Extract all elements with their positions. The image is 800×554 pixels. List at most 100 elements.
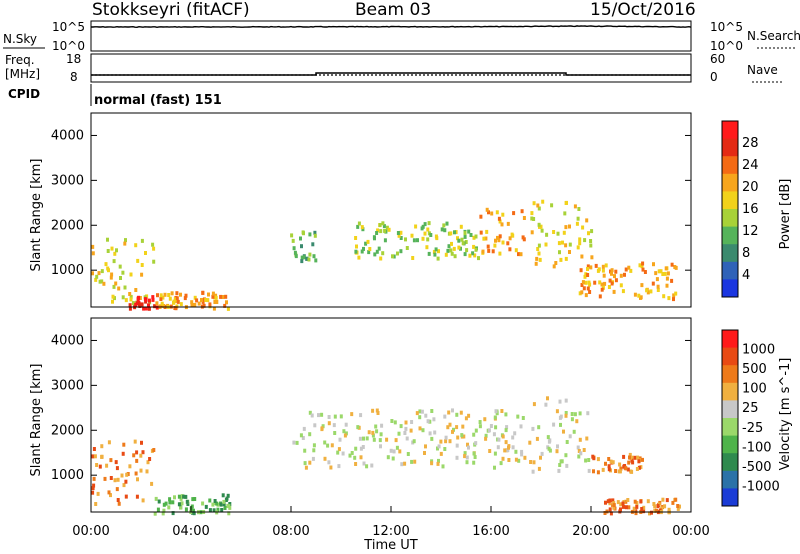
- heatmap-cell: [396, 231, 400, 235]
- heatmap-cell: [436, 461, 440, 466]
- heatmap-cell: [367, 430, 371, 435]
- heatmap-cell: [220, 508, 224, 512]
- heatmap-cell: [461, 241, 465, 246]
- heatmap-cell: [653, 508, 657, 513]
- heatmap-cell: [129, 294, 133, 299]
- y-tick-label: 1000: [51, 263, 84, 278]
- heatmap-cell: [379, 256, 383, 261]
- heatmap-cell: [295, 440, 299, 445]
- heatmap-cell: [299, 433, 303, 438]
- heatmap-cell: [437, 444, 441, 449]
- heatmap-cell: [428, 419, 432, 424]
- heatmap-cell: [447, 410, 451, 415]
- heatmap-cell: [193, 302, 197, 307]
- heatmap-cell: [386, 455, 390, 460]
- heatmap-cell: [544, 402, 548, 407]
- heatmap-cell: [667, 507, 671, 512]
- heatmap-cell: [611, 460, 615, 465]
- heatmap-cell: [652, 262, 655, 267]
- heatmap-cell: [536, 203, 540, 208]
- heatmap-cell: [627, 505, 631, 510]
- heatmap-cell: [638, 263, 642, 268]
- colorbar-swatch: [722, 226, 738, 245]
- heatmap-cell: [612, 289, 616, 294]
- heatmap-cell: [100, 279, 104, 284]
- heatmap-cell: [206, 298, 210, 303]
- heatmap-cell: [441, 464, 445, 469]
- heatmap-cell: [427, 221, 431, 226]
- heatmap-cell: [337, 464, 341, 469]
- heatmap-cell: [584, 458, 588, 463]
- heatmap-cell: [537, 251, 541, 256]
- heatmap-cell: [222, 499, 226, 504]
- heatmap-cell: [326, 443, 330, 448]
- heatmap-cell: [641, 267, 645, 272]
- heatmap-cell: [348, 453, 352, 458]
- heatmap-cell: [321, 424, 325, 429]
- heatmap-cell: [327, 415, 331, 419]
- heatmap-cell: [410, 233, 414, 238]
- heatmap-cell: [635, 467, 639, 471]
- heatmap-cell: [131, 301, 135, 306]
- heatmap-cell: [413, 459, 417, 464]
- heatmap-cell: [440, 227, 444, 232]
- heatmap-cell: [173, 495, 176, 500]
- colorbar-swatch: [722, 453, 738, 472]
- heatmap-cell: [564, 201, 568, 205]
- heatmap-cell: [546, 435, 550, 440]
- heatmap-cell: [564, 256, 568, 261]
- heatmap-cell: [577, 454, 581, 459]
- colorbar-tick-label: 8: [742, 246, 750, 261]
- heatmap-cell: [604, 263, 608, 268]
- heatmap-cell: [676, 504, 680, 508]
- heatmap-cell: [310, 413, 314, 418]
- heatmap-cell: [155, 305, 159, 310]
- heatmap-cell: [92, 476, 96, 481]
- heatmap-cell: [91, 454, 95, 459]
- heatmap-cell: [672, 297, 675, 302]
- heatmap-cell: [452, 427, 455, 432]
- heatmap-cell: [498, 251, 502, 256]
- heatmap-cell: [223, 303, 227, 308]
- heatmap-cell: [399, 424, 403, 429]
- heatmap-cell: [484, 236, 488, 241]
- heatmap-cell: [443, 447, 447, 451]
- noise-tick-bottom-right: 10^0: [710, 39, 743, 53]
- heatmap-cell: [184, 507, 188, 512]
- heatmap-cell: [208, 302, 212, 307]
- heatmap-cell: [493, 451, 497, 456]
- heatmap-cell: [341, 451, 345, 456]
- heatmap-cell: [545, 232, 549, 237]
- heatmap-cell: [564, 413, 568, 418]
- heatmap-cell: [299, 236, 302, 241]
- heatmap-cell: [329, 465, 333, 470]
- heatmap-cell: [148, 457, 152, 461]
- heatmap-cell: [479, 214, 483, 219]
- heatmap-cell: [558, 463, 562, 467]
- heatmap-cell: [546, 396, 549, 401]
- noise-tick-top-right: 10^5: [710, 20, 743, 34]
- heatmap-cell: [391, 254, 394, 259]
- heatmap-cell: [627, 265, 631, 270]
- heatmap-cell: [100, 444, 104, 449]
- heatmap-cell: [581, 225, 585, 230]
- colorbar-swatch: [722, 279, 738, 298]
- colorbar-swatch: [722, 400, 738, 419]
- heatmap-cell: [559, 257, 563, 262]
- heatmap-cell: [357, 221, 361, 226]
- y-tick-label: 2000: [51, 218, 84, 233]
- nsky-label: N.Sky: [3, 32, 37, 46]
- noise-tick-bottom: 10^0: [52, 39, 85, 53]
- heatmap-cell: [152, 246, 156, 251]
- heatmap-cell: [393, 420, 397, 425]
- noise-panel: [90, 20, 692, 52]
- heatmap-cell: [411, 256, 415, 260]
- heatmap-cell: [355, 244, 358, 249]
- heatmap-cell: [300, 255, 304, 260]
- heatmap-cell: [501, 212, 505, 217]
- heatmap-cell: [379, 229, 383, 234]
- heatmap-cell: [227, 504, 231, 509]
- heatmap-cell: [504, 428, 508, 433]
- heatmap-cell: [128, 303, 132, 308]
- heatmap-cell: [619, 507, 622, 512]
